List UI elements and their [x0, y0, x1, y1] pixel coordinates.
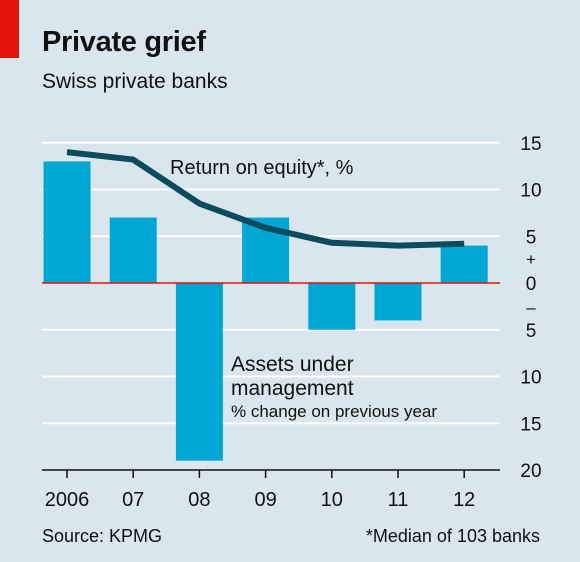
- y-tick-label: 5: [526, 227, 537, 248]
- y-tick-label: 10: [520, 181, 541, 202]
- x-tick-label: 09: [254, 489, 276, 511]
- y-tick-label: 15: [520, 134, 541, 155]
- roe-series-label: Return on equity*, %: [170, 157, 354, 179]
- y-tick-label: 0: [526, 274, 537, 295]
- chart-title: Private grief: [42, 26, 206, 58]
- bar-aum: [43, 161, 91, 283]
- x-tick-label: 10: [321, 489, 343, 511]
- x-tick-label: 12: [453, 489, 475, 511]
- x-tick-label: 2006: [45, 489, 90, 511]
- x-tick-label: 07: [122, 489, 144, 511]
- footnote: *Median of 103 banks: [365, 526, 540, 546]
- x-tick-label: 11: [388, 489, 409, 511]
- y-tick-label: 10: [520, 368, 541, 389]
- source-note: Source: KPMG: [42, 526, 163, 546]
- aum-series-label: management: [231, 377, 354, 400]
- y-plus-sign: +: [526, 250, 536, 269]
- y-tick-label: 5: [526, 321, 537, 342]
- y-tick-label: 20: [520, 461, 541, 482]
- x-tick-label: 08: [188, 489, 210, 511]
- aum-series-label: Assets under: [231, 353, 354, 376]
- y-minus-sign: –: [526, 298, 536, 317]
- roe-line: [66, 149, 465, 249]
- aum-series-sublabel: % change on previous year: [231, 402, 437, 421]
- chart-subtitle: Swiss private banks: [42, 70, 228, 93]
- bar-aum: [374, 283, 422, 321]
- brand-tab: [0, 0, 19, 58]
- bar-aum: [109, 217, 157, 283]
- bar-aum: [440, 245, 488, 283]
- bar-aum: [175, 283, 223, 461]
- y-tick-label: 15: [520, 414, 541, 435]
- bar-aum: [308, 283, 356, 330]
